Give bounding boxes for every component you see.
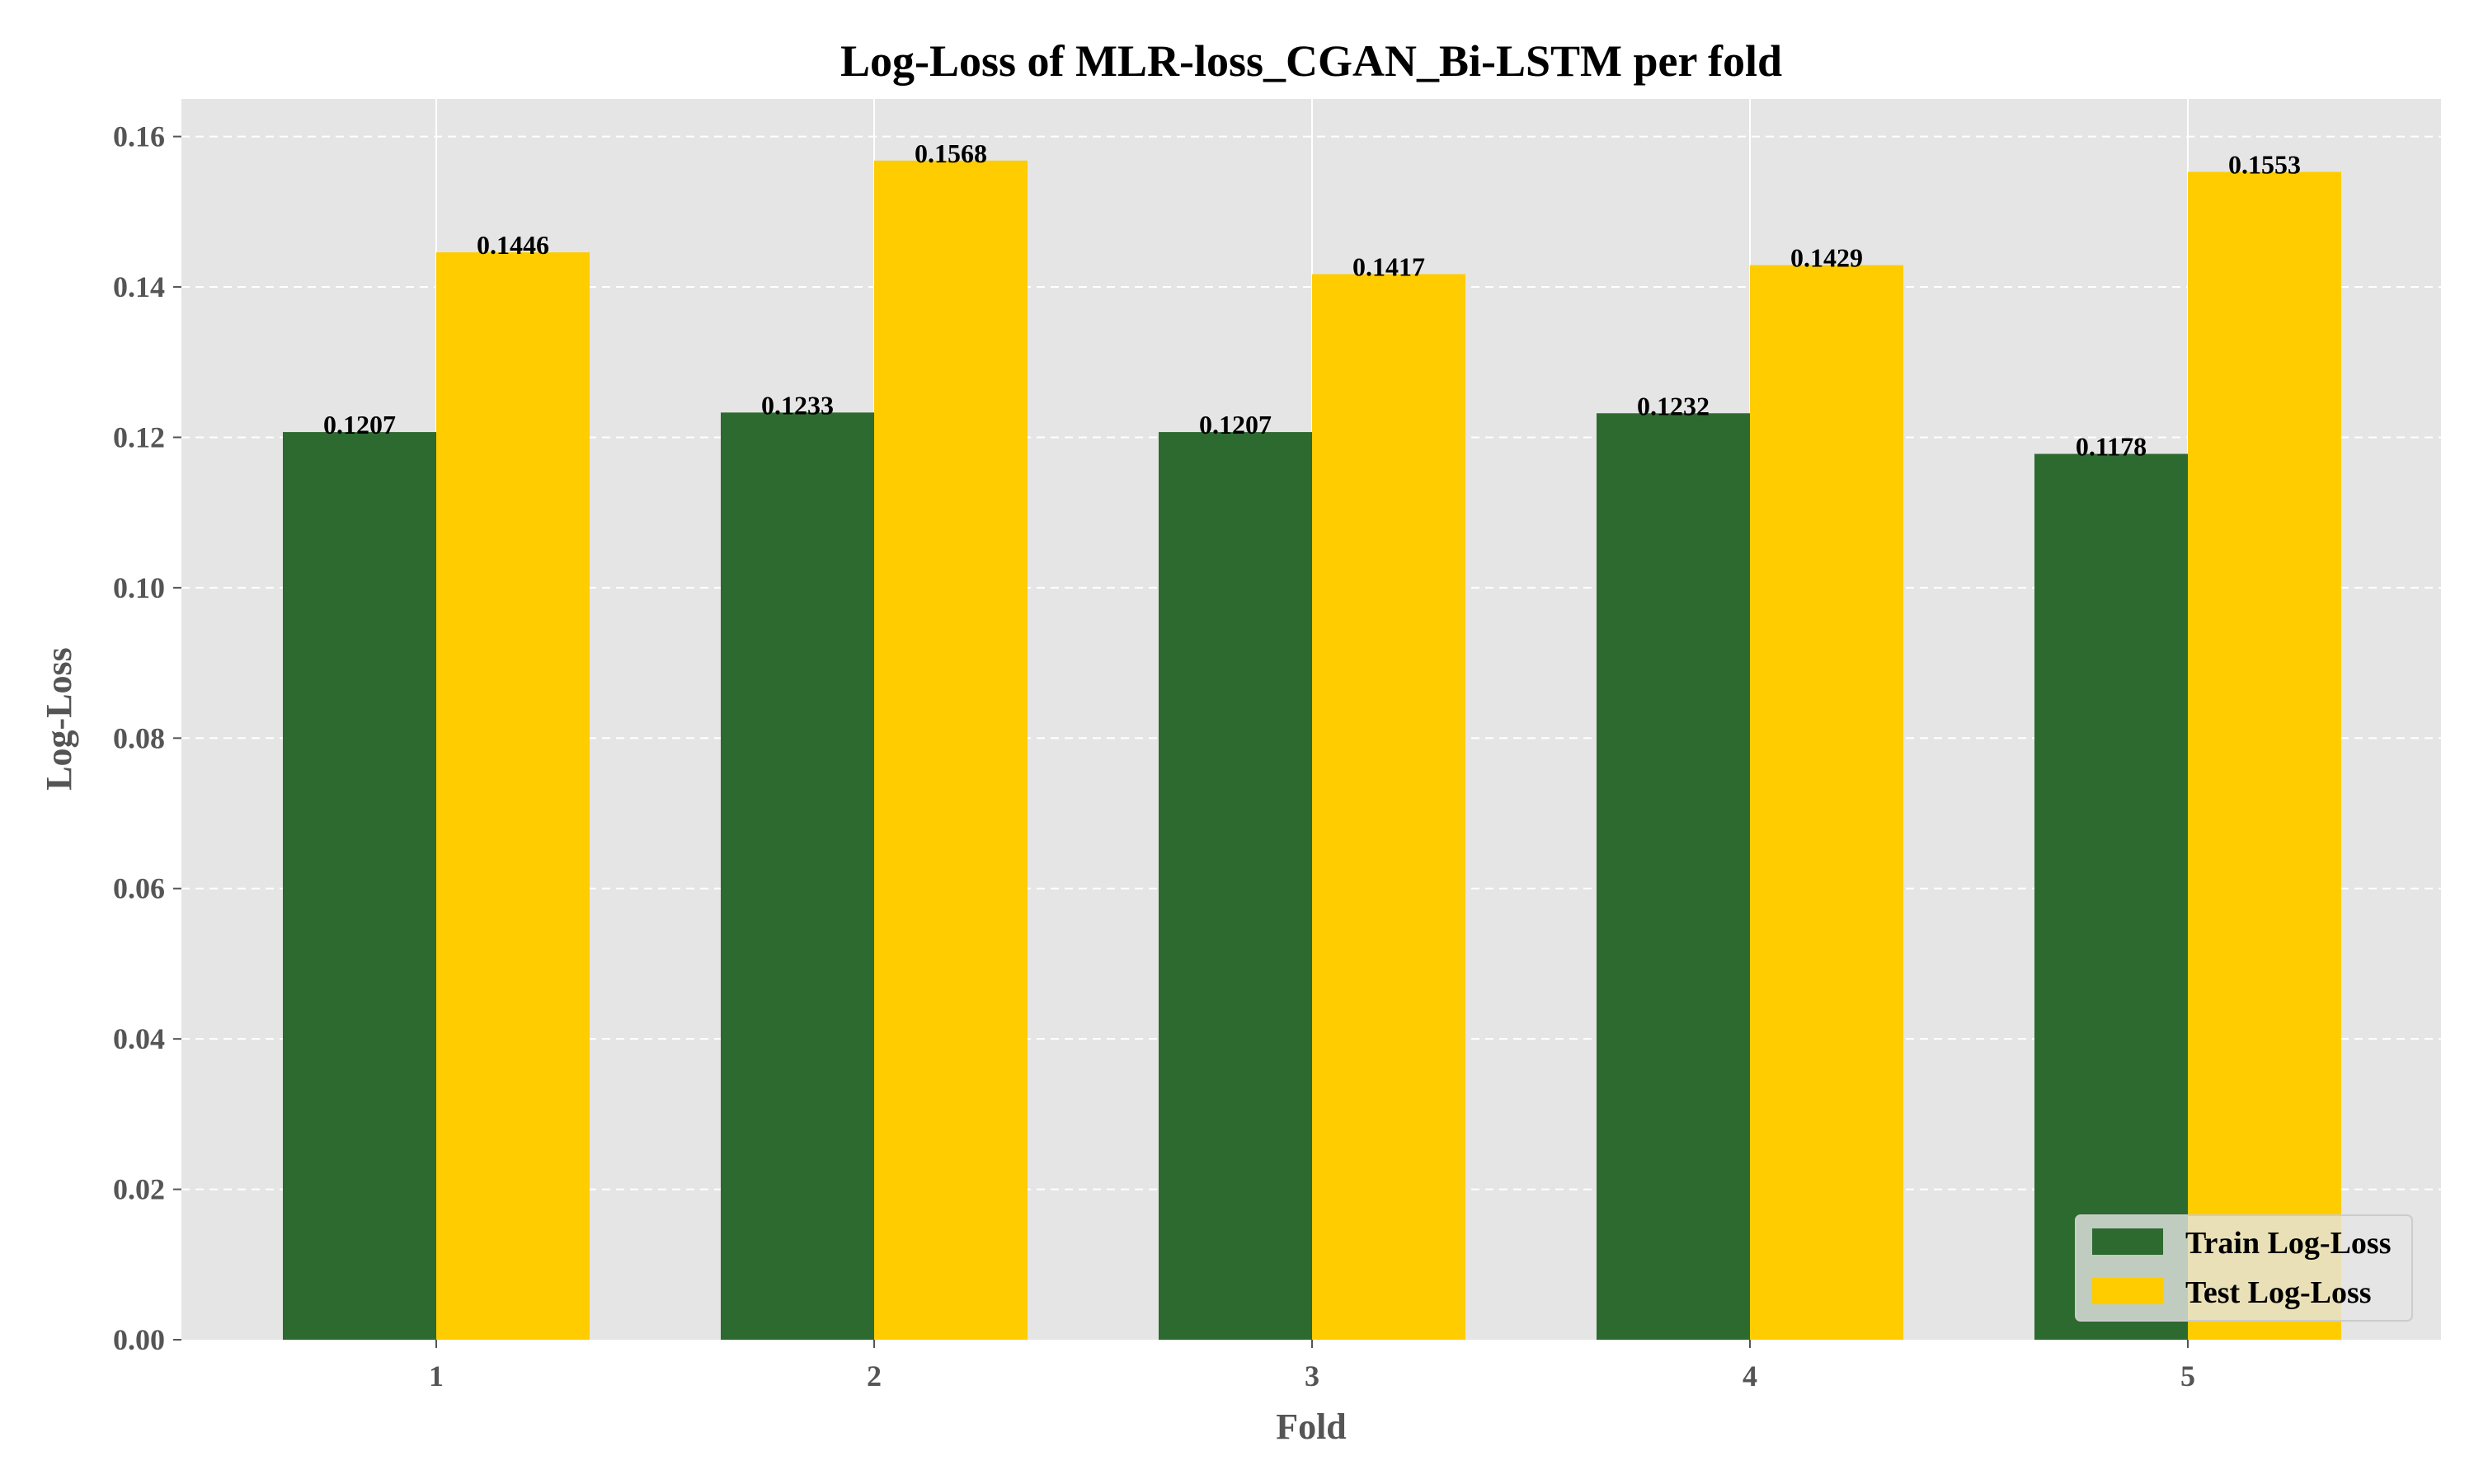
bar-value-label: 0.1417: [1352, 252, 1425, 282]
bar-value-label: 0.1207: [1199, 410, 1272, 439]
y-tick-label: 0.00: [113, 1323, 165, 1356]
x-tick-label: 3: [1305, 1360, 1319, 1392]
bar-test: [1312, 274, 1465, 1341]
bar-test: [436, 252, 590, 1340]
legend: Train Log-Loss Test Log-Loss: [2075, 1214, 2413, 1322]
bar-test: [874, 160, 1028, 1340]
y-tick-label: 0.10: [113, 571, 165, 604]
bar-value-label: 0.1446: [477, 230, 549, 260]
x-tick-label: 2: [867, 1360, 882, 1392]
bar-train: [1597, 413, 1750, 1341]
x-tick-label: 5: [2180, 1360, 2195, 1392]
x-tick-label: 1: [429, 1360, 444, 1392]
y-tick-label: 0.08: [113, 721, 165, 754]
y-tick-label: 0.02: [113, 1173, 165, 1206]
bars: [283, 160, 2341, 1341]
x-tick-label: 4: [1743, 1360, 1757, 1392]
legend-swatch-train: [2092, 1228, 2163, 1255]
y-axis-label: Log-Loss: [39, 647, 79, 791]
legend-label-train: Train Log-Loss: [2185, 1226, 2392, 1261]
bar-value-label: 0.1232: [1637, 391, 1710, 420]
bar-value-label: 0.1553: [2228, 149, 2301, 179]
y-axis-ticks: 0.00 0.02 0.04 0.06 0.08 0.10 0.12 0.14 0.16: [113, 120, 181, 1356]
legend-swatch-test: [2092, 1278, 2163, 1304]
bar-value-label: 0.1429: [1790, 243, 1863, 273]
bar-train: [2034, 453, 2188, 1340]
y-tick-label: 0.16: [113, 120, 165, 153]
bar-value-label: 0.1178: [2076, 432, 2147, 462]
x-axis-label: Fold: [1276, 1407, 1347, 1447]
bar-test: [2188, 171, 2341, 1341]
legend-label-test: Test Log-Loss: [2185, 1275, 2372, 1310]
bar-value-label: 0.1568: [915, 139, 987, 168]
y-tick-label: 0.06: [113, 872, 165, 905]
bar-value-labels: 0.1207 0.1233 0.1207 0.1232 0.1178 0.1446 0.15…: [323, 139, 2301, 462]
bar-value-label: 0.1207: [323, 410, 396, 439]
y-tick-label: 0.12: [113, 420, 165, 453]
bar-value-label: 0.1233: [761, 390, 834, 420]
bar-train: [721, 412, 874, 1341]
chart-title: Log-Loss of MLR-loss_CGAN_Bi-LSTM per fo…: [840, 36, 1782, 86]
y-tick-label: 0.14: [113, 270, 165, 303]
bar-test: [1750, 265, 1903, 1340]
y-tick-label: 0.04: [113, 1022, 165, 1055]
bar-train: [1159, 432, 1312, 1340]
bar-train: [283, 432, 436, 1340]
x-axis-ticks: 1 2 3 4 5: [429, 1340, 2195, 1392]
